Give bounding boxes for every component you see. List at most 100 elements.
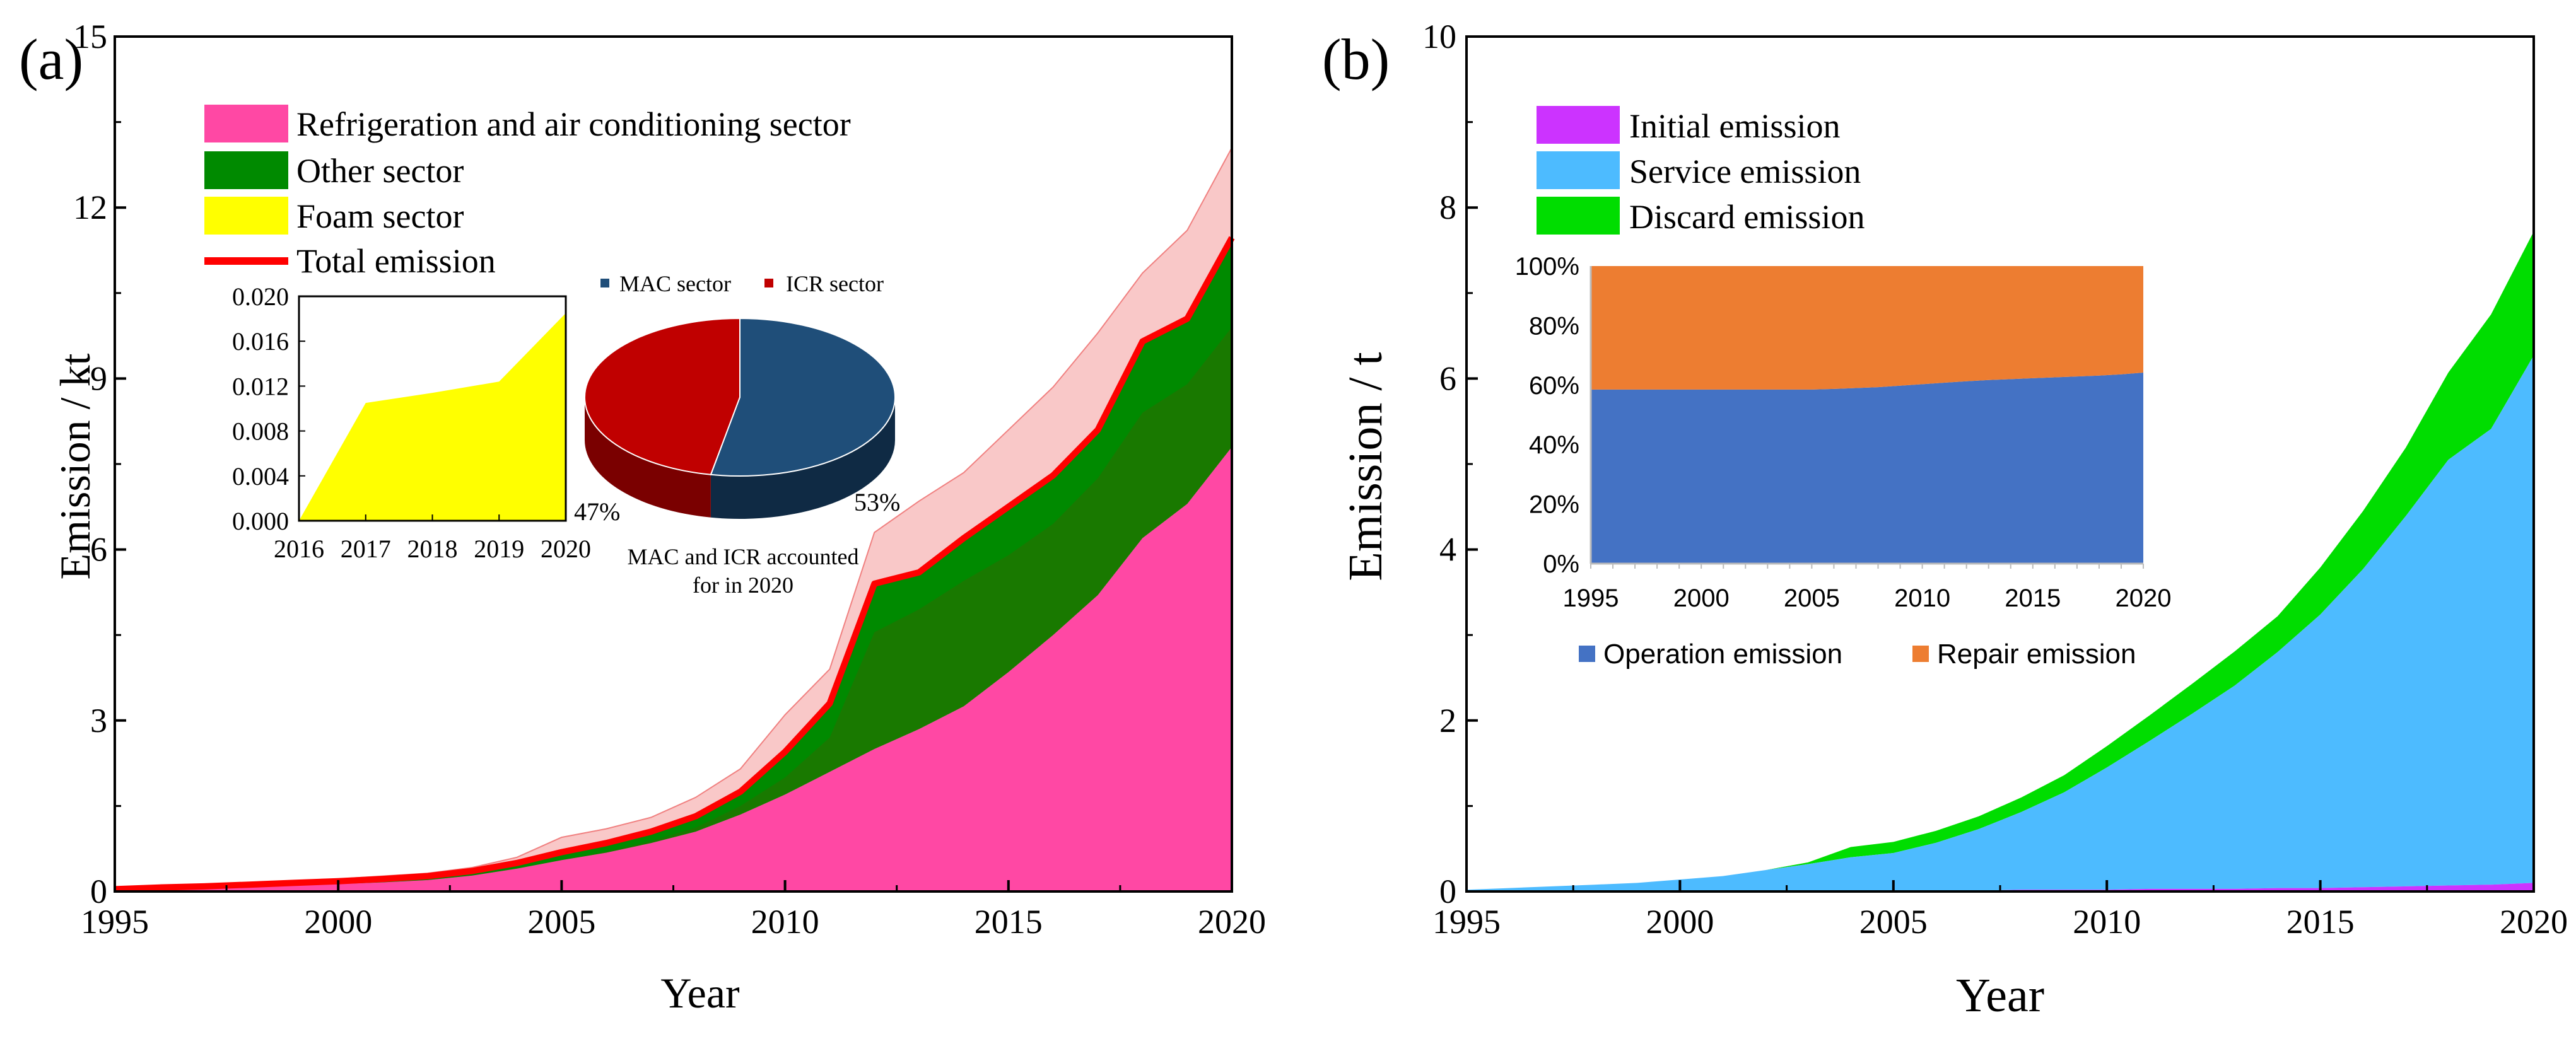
inset-legend-swatch-repair [1912, 646, 1929, 662]
x-tick-label: 2000 [304, 903, 372, 941]
y-tick-label: 6 [90, 531, 107, 569]
area-initial-emission [1467, 883, 2534, 891]
panel-b-label: (b) [1322, 27, 1390, 91]
inset-x-tick-label: 2010 [1894, 584, 1950, 612]
inset-area-repair-emission [1591, 266, 2143, 390]
inset-x-tick-label: 1995 [1563, 584, 1619, 612]
inset-plot: 0% 20% 40% 60% 80% 100% 1995 2000 2005 2010 2015 20… [1515, 247, 2194, 620]
pie-legend-label-icr: ICR sector [786, 271, 884, 296]
legend-swatch-foam [204, 197, 288, 235]
panel-a: (a) 1995 2000 2005 2010 2015 2020 0 3 6 9 12 15 Yea… [19, 18, 1266, 1017]
panel-a-x-axis-label: Year [660, 969, 740, 1017]
total-emission-line [114, 236, 1235, 893]
foam-inset-y-tick-label: 0.016 [232, 327, 289, 356]
y-tick-label: 0 [1439, 873, 1456, 910]
foam-inset-x-tick-label: 2018 [407, 535, 458, 563]
legend-swatch-discard [1537, 197, 1620, 235]
x-tick-label: 2010 [751, 903, 819, 941]
inset-y-tick-label: 80% [1529, 312, 1579, 340]
x-tick-label: 2005 [527, 903, 595, 941]
x-tick-label: 2005 [1859, 903, 1928, 941]
foam-inset-y-tick-label: 0.004 [232, 462, 289, 490]
legend-swatch-refrigeration [204, 105, 288, 142]
y-tick-label: 15 [73, 18, 107, 55]
foam-inset-y-tick-label: 0.012 [232, 372, 289, 400]
y-tick-label: 8 [1439, 189, 1456, 226]
legend-label-foam: Foam sector [296, 197, 464, 235]
panel-b-axes: 1995 2000 2005 2010 2015 2020 0 2 4 6 8 10 [1422, 18, 2568, 941]
x-tick-label: 2020 [2500, 903, 2568, 941]
panel-b-legend: Initial emission Service emission Discar… [1537, 106, 1865, 236]
inset-legend-label-operation: Operation emission [1603, 639, 1842, 670]
area-service-emission [1467, 355, 2534, 891]
panel-a-axes: 1995 2000 2005 2010 2015 2020 0 3 6 9 12 15 [73, 18, 1266, 941]
x-tick-label: 2015 [975, 903, 1043, 941]
inset-legend-label-repair: Repair emission [1937, 639, 2136, 670]
panel-a-y-axis-label: Emission / kt [51, 353, 99, 579]
foam-inset-y-tick-label: 0.000 [232, 507, 289, 535]
y-tick-label: 4 [1439, 531, 1456, 569]
foam-inset-x-tick-label: 2019 [474, 535, 524, 563]
foam-inset-x-tick-label: 2016 [274, 535, 324, 563]
panel-b: (b) 1995 2000 2005 2010 2015 2020 0 2 4 6 8 10 Year… [1322, 18, 2568, 1022]
inset-y-tick-label: 60% [1529, 372, 1579, 400]
y-tick-label: 3 [90, 702, 107, 740]
pie-side-mac [710, 397, 895, 519]
pie-caption-line-1: MAC and ICR accounted [628, 544, 859, 569]
panel-a-label: (a) [19, 27, 83, 91]
pie-legend-swatch-icr [764, 279, 773, 287]
inset-x-tick-label: 2015 [2005, 584, 2061, 612]
panel-b-areas [1467, 231, 2534, 891]
legend-swatch-other [204, 151, 288, 189]
legend-label-discard: Discard emission [1629, 198, 1865, 236]
pie-slice-icr [584, 317, 741, 475]
y-tick-label: 0 [90, 873, 107, 910]
pie-side-icr [585, 397, 711, 518]
y-tick-label: 12 [73, 189, 107, 226]
foam-inset-y-tick-label: 0.020 [232, 282, 289, 311]
inset-y-tick-label: 100% [1515, 253, 1579, 281]
foam-inset-area [299, 313, 566, 521]
legend-label-initial: Initial emission [1629, 107, 1840, 145]
legend-swatch-initial [1537, 106, 1620, 144]
x-tick-label: 2000 [1646, 903, 1714, 941]
inset-y-tick-label: 20% [1529, 491, 1579, 519]
pie-label-mac-percent: 53% [854, 488, 900, 516]
legend-label-service: Service emission [1629, 153, 1861, 190]
pie-caption-line-2: for in 2020 [693, 572, 793, 598]
area-refrigeration-and-air-conditioning-sector [115, 446, 1232, 891]
x-tick-label: 2015 [2286, 903, 2355, 941]
overlap-shade [115, 327, 1232, 890]
pie-label-icr-percent: 47% [574, 497, 620, 526]
x-tick-label: 1995 [81, 903, 149, 941]
y-tick-label: 2 [1439, 702, 1456, 740]
y-tick-label: 9 [90, 359, 107, 397]
foam-inset-y-tick-label: 0.008 [232, 417, 289, 446]
inset-x-tick-label: 2000 [1673, 584, 1730, 612]
inset-y-tick-label: 0% [1543, 550, 1579, 578]
legend-label-refrigeration: Refrigeration and air conditioning secto… [296, 105, 851, 143]
foam-inset-chart: 0.000 0.004 0.008 0.012 0.016 0.020 2016 2017 20… [232, 282, 591, 563]
y-tick-label: 10 [1422, 18, 1456, 55]
x-tick-label: 2020 [1198, 903, 1266, 941]
legend-label-other: Other sector [296, 152, 464, 190]
mac-icr-pie-inset: MAC sector ICR sector 53% 47% MAC and IC… [574, 271, 900, 598]
pie-legend-swatch-mac [600, 279, 609, 287]
panel-a-legend: Refrigeration and air conditioning secto… [204, 105, 851, 280]
legend-swatch-service [1537, 151, 1620, 189]
inset-x-tick-label: 2005 [1784, 584, 1840, 612]
foam-inset-x-tick-label: 2020 [541, 535, 591, 563]
panel-b-x-axis-label: Year [1956, 969, 2044, 1022]
inset-y-tick-label: 40% [1529, 431, 1579, 459]
operation-repair-inset-chart: 0% 20% 40% 60% 80% 100% 1995 2000 2005 2010 2015 20… [1515, 247, 2194, 670]
y-tick-label: 6 [1439, 359, 1456, 397]
x-tick-label: 1995 [1432, 903, 1501, 941]
foam-inset-x-tick-label: 2017 [341, 535, 391, 563]
legend-label-total: Total emission [296, 242, 496, 280]
pie-body [584, 317, 896, 519]
inset-area-operation-emission [1591, 373, 2143, 564]
x-tick-label: 2010 [2073, 903, 2141, 941]
inset-legend-swatch-operation [1579, 646, 1595, 662]
panel-b-y-axis-label: Emission / t [1339, 352, 1392, 581]
